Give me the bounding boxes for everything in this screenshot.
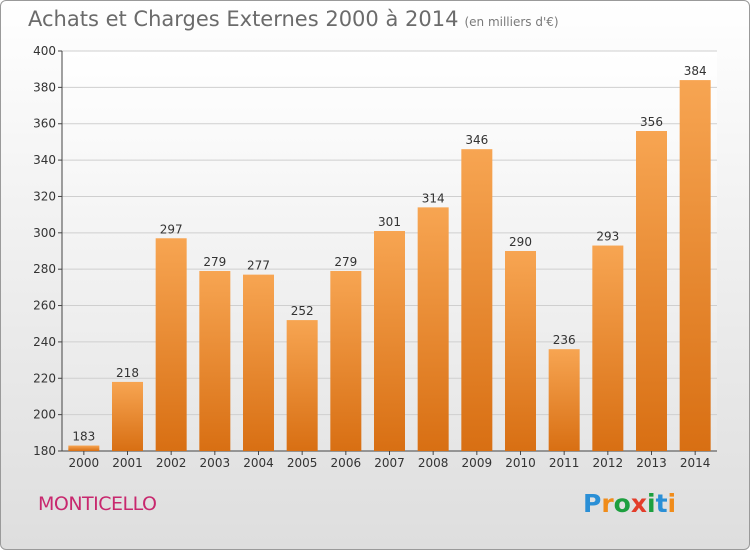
x-tick-label: 2011 xyxy=(549,456,580,470)
commune-name: MONTICELLO xyxy=(38,493,157,515)
y-tick-label: 320 xyxy=(33,189,56,203)
x-tick-label: 2007 xyxy=(374,456,405,470)
logo-letter: x xyxy=(630,489,647,518)
x-tick-label: 2008 xyxy=(418,456,449,470)
logo-letter: i xyxy=(667,489,677,518)
logo-letter: o xyxy=(613,489,631,518)
bar-value-label: 218 xyxy=(116,366,139,380)
x-tick-label: 2012 xyxy=(593,456,624,470)
bar-value-label: 356 xyxy=(640,115,663,129)
y-tick-label: 340 xyxy=(33,153,56,167)
x-tick-label: 2009 xyxy=(462,456,493,470)
y-tick-label: 400 xyxy=(33,44,56,58)
y-tick-label: 180 xyxy=(33,444,56,458)
bar xyxy=(374,231,405,451)
bar xyxy=(679,80,711,451)
bar xyxy=(112,381,143,451)
x-tick-label: 2003 xyxy=(200,456,231,470)
logo-letter: r xyxy=(601,489,614,518)
bar-value-label: 384 xyxy=(684,64,707,78)
bar-value-label: 183 xyxy=(72,430,95,444)
bar xyxy=(592,245,624,451)
x-tick-label: 2004 xyxy=(243,456,274,470)
y-tick-label: 280 xyxy=(33,262,56,276)
logo-letter: P xyxy=(583,489,602,518)
y-tick-label: 220 xyxy=(33,371,56,385)
bar xyxy=(68,445,100,451)
bar-value-label: 346 xyxy=(465,133,488,147)
x-tick-label: 2000 xyxy=(69,456,100,470)
chart-title: Achats et Charges Externes 2000 à 2014 (e… xyxy=(28,7,559,31)
bar-value-label: 297 xyxy=(160,222,183,236)
x-tick-label: 2001 xyxy=(112,456,143,470)
bar xyxy=(199,271,231,451)
bar xyxy=(636,131,667,451)
y-tick-label: 200 xyxy=(33,408,56,422)
bar-value-label: 290 xyxy=(509,235,532,249)
bar-value-label: 314 xyxy=(422,191,445,205)
logo-letter: i xyxy=(647,489,656,518)
chart-unit: (en milliers d'€) xyxy=(464,15,559,29)
y-tick-label: 300 xyxy=(33,226,56,240)
x-tick-label: 2002 xyxy=(156,456,187,470)
bar xyxy=(548,349,580,451)
y-tick-label: 260 xyxy=(33,299,56,313)
x-tick-label: 2013 xyxy=(636,456,667,470)
x-tick-label: 2005 xyxy=(287,456,318,470)
bar xyxy=(155,238,187,451)
bar xyxy=(243,274,274,451)
bar-value-label: 277 xyxy=(247,259,270,273)
bar-value-label: 293 xyxy=(596,230,619,244)
y-tick-label: 360 xyxy=(33,117,56,131)
bar xyxy=(505,251,536,451)
bar xyxy=(461,149,493,451)
bar xyxy=(330,271,362,451)
y-tick-label: 380 xyxy=(33,80,56,94)
bar xyxy=(286,320,318,451)
y-tick-label: 240 xyxy=(33,335,56,349)
x-tick-label: 2006 xyxy=(331,456,362,470)
bar-value-label: 236 xyxy=(553,333,576,347)
bar-value-label: 301 xyxy=(378,215,401,229)
bar-value-label: 252 xyxy=(291,304,314,318)
x-tick-label: 2014 xyxy=(680,456,711,470)
bar-value-label: 279 xyxy=(203,255,226,269)
logo-letter: t xyxy=(655,489,668,518)
chart-title-text: Achats et Charges Externes 2000 à 2014 xyxy=(28,7,459,31)
x-tick-label: 2010 xyxy=(505,456,536,470)
bar xyxy=(417,207,449,451)
bar-value-label: 279 xyxy=(334,255,357,269)
proxiti-logo: Proxiti xyxy=(583,489,676,518)
